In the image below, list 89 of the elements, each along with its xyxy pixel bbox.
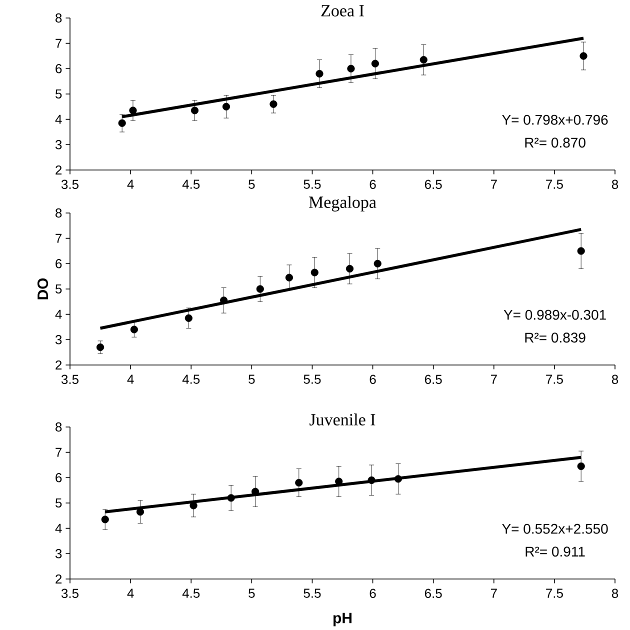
x-tick-label: 4 — [127, 374, 134, 384]
point — [118, 120, 126, 128]
point — [371, 60, 380, 68]
y-tick-label: 3 — [55, 140, 62, 150]
x-tick-label: 6 — [370, 180, 376, 190]
x-tick-label: 6 — [370, 588, 376, 598]
point — [295, 479, 303, 487]
x-tick-label: 4 — [127, 588, 134, 598]
point — [130, 326, 138, 334]
y-tick-label: 6 — [56, 473, 62, 482]
point — [222, 103, 230, 111]
point — [346, 265, 354, 273]
point — [577, 462, 585, 470]
x-tick-label: 4.5 — [182, 588, 200, 598]
annotation: Y= 0.798x+0.796 — [502, 115, 608, 125]
y-axis-title: DO — [37, 278, 48, 300]
point — [101, 516, 109, 524]
annotation: Y= 0.552x+2.550 — [502, 524, 608, 534]
point — [285, 274, 294, 282]
point — [577, 247, 585, 255]
x-tick-label: 7.5 — [546, 374, 563, 384]
annotation: R²= 0.839 — [525, 332, 586, 343]
x-tick-label: 6.5 — [424, 588, 442, 598]
chart-title: Megalopa — [309, 196, 376, 212]
point — [256, 285, 264, 293]
y-tick-label: 8 — [56, 422, 62, 432]
point — [580, 52, 588, 60]
y-tick-label: 8 — [56, 208, 62, 218]
x-tick-label: 5 — [248, 180, 255, 190]
chart-title: Zoea I — [321, 5, 364, 17]
chart-title: Juvenile I — [310, 414, 376, 426]
annotation: Y= 0.989x-0.301 — [504, 310, 606, 320]
y-tick-label: 7 — [56, 234, 62, 243]
x-axis-title: pH — [333, 613, 352, 626]
y-tick-label: 4 — [55, 115, 62, 124]
x-tick-label: 6.5 — [424, 180, 442, 190]
y-tick-label: 8 — [56, 14, 62, 23]
point — [316, 70, 324, 78]
x-tick-label: 8 — [612, 588, 618, 598]
point — [129, 106, 137, 114]
point — [394, 475, 402, 483]
y-tick-label: 6 — [56, 259, 62, 268]
x-tick-label: 5 — [248, 588, 255, 598]
x-tick-label: 5 — [248, 374, 255, 384]
point — [420, 56, 428, 64]
x-tick-label: 4 — [127, 180, 134, 189]
point — [347, 65, 355, 73]
point — [136, 508, 144, 516]
point — [190, 106, 199, 114]
point — [310, 268, 318, 277]
x-tick-label: 3.5 — [61, 180, 78, 190]
point — [220, 296, 228, 304]
y-tick-label: 7 — [56, 448, 62, 457]
y-tick-label: 3 — [55, 335, 62, 344]
x-tick-label: 7 — [490, 180, 497, 189]
point — [368, 476, 376, 484]
point — [184, 314, 192, 322]
x-tick-label: 6.5 — [424, 374, 442, 384]
point — [96, 344, 104, 352]
point — [227, 494, 235, 502]
x-tick-label: 8 — [612, 374, 618, 384]
point — [270, 100, 278, 108]
y-tick-label: 4 — [55, 524, 62, 533]
y-tick-label: 3 — [55, 549, 62, 558]
y-tick-label: 5 — [55, 90, 62, 99]
x-tick-label: 8 — [612, 180, 618, 190]
y-tick-label: 4 — [55, 310, 62, 319]
x-tick-label: 4.5 — [182, 180, 200, 190]
x-tick-label: 4.5 — [182, 374, 200, 384]
annotation: R²= 0.870 — [525, 138, 586, 148]
annotation: R²= 0.911 — [526, 546, 585, 557]
y-tick-label: 2 — [56, 574, 62, 584]
x-tick-label: 7 — [490, 374, 497, 384]
x-tick-label: 5.5 — [304, 588, 321, 598]
x-tick-label: 5.5 — [304, 180, 321, 190]
y-tick-label: 2 — [56, 360, 62, 370]
x-tick-label: 7.5 — [546, 180, 563, 190]
y-tick-label: 6 — [56, 64, 62, 74]
y-tick-label: 5 — [55, 284, 62, 294]
x-tick-label: 7 — [490, 588, 497, 598]
x-tick-label: 6 — [370, 374, 376, 384]
x-tick-label: 3.5 — [61, 588, 78, 598]
y-tick-label: 5 — [55, 498, 62, 508]
x-tick-label: 3.5 — [61, 374, 78, 384]
y-tick-label: 2 — [56, 166, 62, 175]
x-tick-label: 5.5 — [304, 374, 321, 384]
point — [374, 260, 382, 268]
y-tick-label: 7 — [56, 39, 62, 48]
x-tick-label: 7.5 — [546, 588, 563, 598]
